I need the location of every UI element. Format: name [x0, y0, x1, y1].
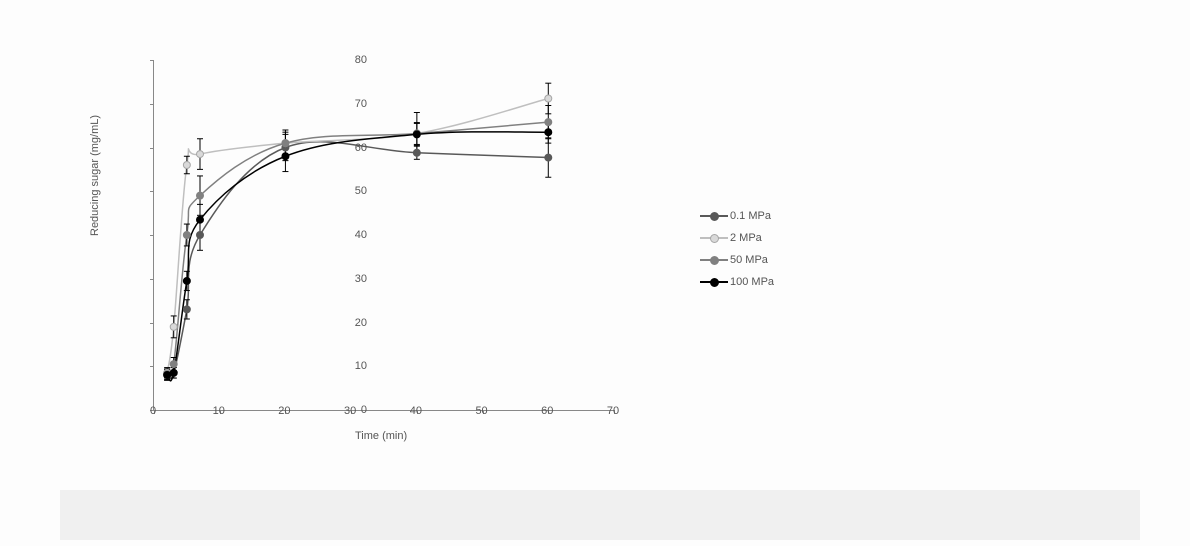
y-tick-mark	[150, 104, 154, 105]
data-marker	[170, 323, 177, 330]
legend-line-icon	[700, 215, 728, 217]
x-tick-label: 20	[269, 405, 299, 417]
data-marker	[183, 162, 190, 169]
y-tick-mark	[150, 191, 154, 192]
legend: 0.1 MPa 2 MPa 50 MPa 100 MPa	[700, 205, 774, 293]
legend-label: 50 MPa	[730, 254, 768, 266]
legend-line-icon	[700, 281, 728, 283]
bottom-band	[60, 490, 1140, 540]
legend-label: 100 MPa	[730, 276, 774, 288]
y-tick-mark	[150, 366, 154, 367]
y-tick-mark	[150, 323, 154, 324]
x-tick-label: 30	[335, 405, 365, 417]
legend-marker-icon	[710, 256, 719, 265]
data-marker	[545, 154, 552, 161]
y-tick-mark	[150, 235, 154, 236]
data-marker	[197, 192, 204, 199]
data-marker	[183, 277, 190, 284]
chart-svg	[154, 60, 614, 410]
series-line-0.1-MPa	[167, 142, 548, 379]
plot-area	[153, 60, 614, 411]
data-marker	[545, 95, 552, 102]
data-marker	[282, 140, 289, 147]
data-marker	[545, 129, 552, 136]
x-tick-label: 40	[401, 405, 431, 417]
legend-marker-icon	[710, 278, 719, 287]
y-tick-label: 70	[337, 98, 367, 110]
x-tick-label: 0	[138, 405, 168, 417]
y-axis-label: Reducing sugar (mg/mL)	[89, 115, 101, 236]
data-marker	[413, 131, 420, 138]
series-line-100-MPa	[167, 132, 548, 381]
data-marker	[183, 232, 190, 239]
x-tick-label: 70	[598, 405, 628, 417]
series-line-50-MPa	[167, 122, 548, 378]
legend-label: 0.1 MPa	[730, 210, 771, 222]
data-marker	[170, 369, 177, 376]
y-tick-mark	[150, 60, 154, 61]
data-marker	[197, 216, 204, 223]
legend-line-icon	[700, 237, 728, 239]
y-tick-label: 30	[337, 273, 367, 285]
y-tick-label: 10	[337, 360, 367, 372]
data-marker	[545, 119, 552, 126]
y-tick-mark	[150, 148, 154, 149]
legend-label: 2 MPa	[730, 232, 762, 244]
legend-item: 50 MPa	[700, 249, 774, 271]
y-tick-label: 20	[337, 317, 367, 329]
data-marker	[170, 361, 177, 368]
y-tick-label: 80	[337, 54, 367, 66]
legend-item: 100 MPa	[700, 271, 774, 293]
y-tick-label: 50	[337, 185, 367, 197]
data-marker	[197, 151, 204, 158]
y-tick-label: 60	[337, 142, 367, 154]
y-tick-mark	[150, 279, 154, 280]
data-marker	[183, 306, 190, 313]
legend-item: 2 MPa	[700, 227, 774, 249]
data-marker	[164, 372, 171, 379]
data-marker	[282, 153, 289, 160]
legend-marker-icon	[710, 212, 719, 221]
data-marker	[197, 232, 204, 239]
x-tick-label: 60	[532, 405, 562, 417]
legend-line-icon	[700, 259, 728, 261]
x-axis-label: Time (min)	[355, 430, 407, 442]
x-tick-label: 10	[204, 405, 234, 417]
data-marker	[413, 149, 420, 156]
legend-item: 0.1 MPa	[700, 205, 774, 227]
y-tick-label: 40	[337, 229, 367, 241]
x-tick-label: 50	[467, 405, 497, 417]
legend-marker-icon	[710, 234, 719, 243]
